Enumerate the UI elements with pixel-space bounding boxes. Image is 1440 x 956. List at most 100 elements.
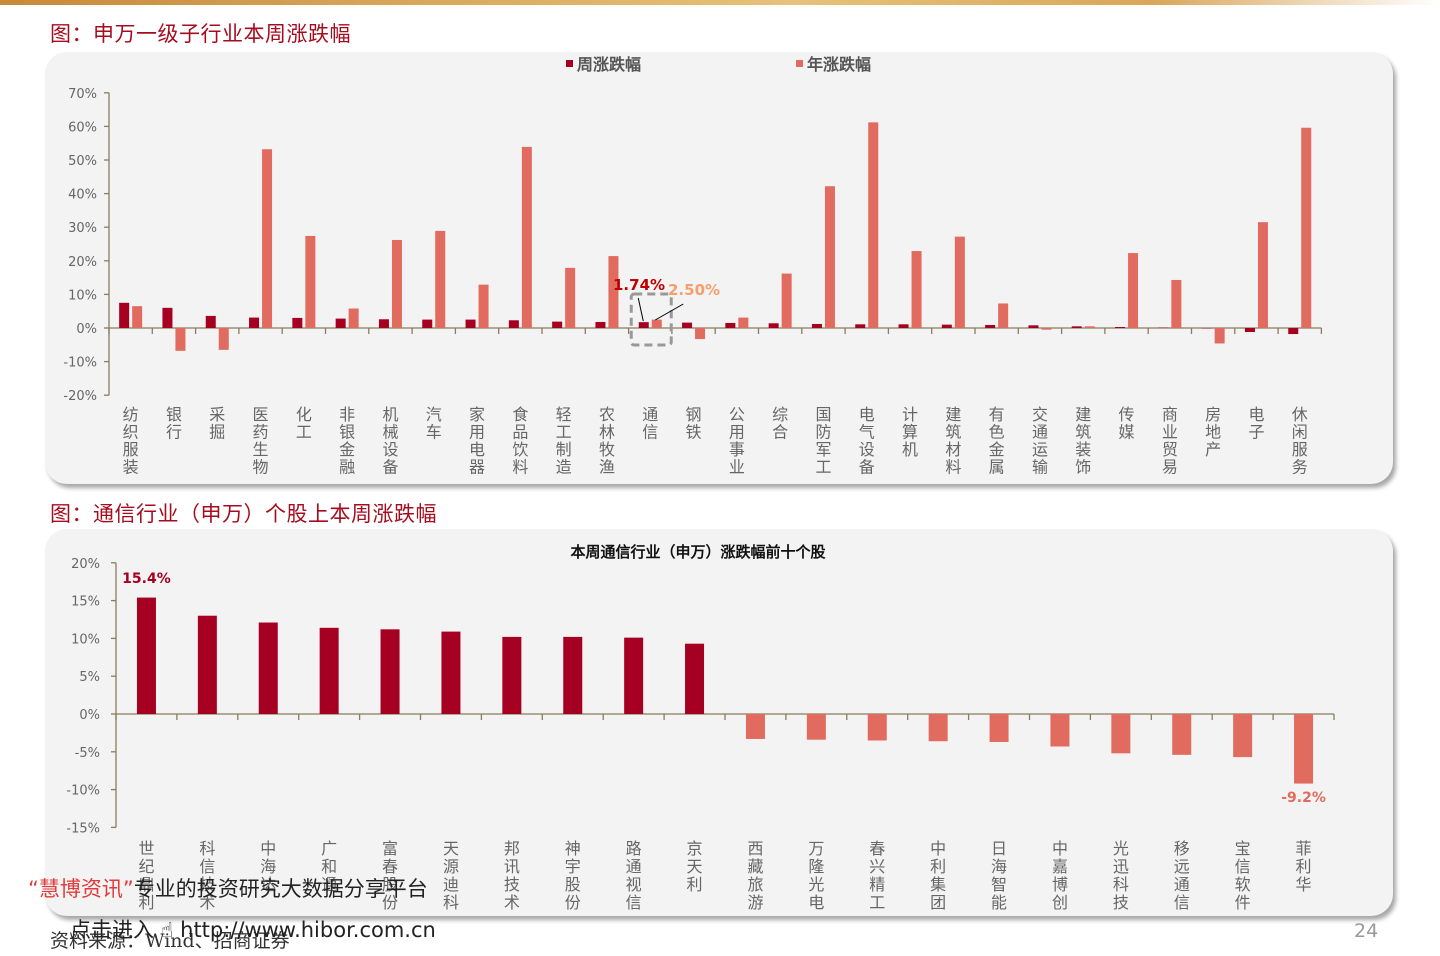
category-label-char: 科 [199,839,215,858]
category-label-char: 织 [123,423,139,442]
legend-label-yearly: 年涨跌幅 [807,55,871,74]
bar-yearly [565,267,576,328]
category-label-char: 色 [989,423,1005,442]
y-tick-label: 15% [71,595,100,610]
bar-stock-change [563,636,583,714]
category-label-char: 信 [1174,893,1190,912]
category-label-char: 电 [859,405,875,424]
bar-weekly [378,319,389,328]
annotation-yearly-value: 2.50% [668,281,720,299]
category-label-char: 运 [1032,440,1048,459]
y-tick-label: 10% [71,632,100,647]
category-label-char: 用 [729,423,745,442]
bar-weekly [768,323,779,328]
category-label-char: 能 [991,893,1007,912]
category-label-char: 备 [382,458,398,477]
category-label-char: 交 [1032,405,1048,424]
category-label-char: 输 [1032,458,1048,477]
category-label-char: 合 [772,423,788,442]
category-label-char: 轻 [556,405,572,424]
bar-stock-change [1050,714,1070,747]
category-label-char: 中 [260,839,276,858]
bar-stock-change [867,714,887,741]
bar-yearly [1128,253,1139,328]
category-label-char: 宇 [565,857,581,876]
y-tick-label: 20% [68,255,97,270]
category-label-char: 设 [859,440,875,459]
watermark-banner: “慧博资讯”专业的投资研究大数据分享平台 [28,873,428,903]
category-label-char: 休 [1292,405,1308,424]
bar-stock-change [928,714,948,742]
category-label-char: 中 [1052,839,1068,858]
category-label-char: 利 [687,875,703,894]
bar-stock-change [319,627,339,714]
category-label-char: 机 [382,405,398,424]
category-label-char: 术 [199,893,215,912]
bar-yearly [435,230,446,328]
category-label-char: 份 [382,893,398,912]
category-label-char: 广 [321,839,337,858]
category-label-char: 股 [382,875,398,894]
category-label-char: 电 [1248,405,1264,424]
page-number: 24 [1354,920,1379,942]
figure-2-title: 图：通信行业（申万）个股上本周涨跌幅 [50,502,437,526]
category-label-char: 通 [321,875,337,894]
category-label-char: 工 [296,423,312,442]
category-label-char: 房 [1205,405,1221,424]
y-tick-label: 10% [68,288,97,303]
bar-yearly [1257,222,1268,328]
category-label-char: 工 [869,893,885,912]
category-label-char: 筑 [1075,423,1091,442]
category-label-char: 春 [869,839,885,858]
category-label-char: 通 [642,405,658,424]
y-tick-label: 60% [68,120,97,135]
bar-yearly [521,146,532,328]
category-label-char: 科 [1113,875,1129,894]
bar-weekly [205,315,216,328]
category-label-char: 远 [1174,857,1190,876]
y-tick-label: 50% [68,154,97,169]
category-label-char: 建 [1075,405,1091,424]
category-label-char: 农 [599,405,615,424]
category-label-char: 宝 [1235,839,1251,858]
category-label-char: 光 [808,875,824,894]
category-label-char: 商 [1162,405,1178,424]
bar-yearly [1084,326,1095,328]
category-label-char: 属 [989,458,1005,477]
bar-yearly [1301,127,1312,328]
category-label-char: 林 [599,423,615,442]
category-label-char: 通 [1174,875,1190,894]
bar-weekly [985,324,996,328]
y-tick-label: -20% [63,389,97,404]
category-label-char: 海 [991,857,1007,876]
category-label-char: 器 [469,458,485,477]
category-label-char: 气 [859,423,875,442]
bar-weekly [725,322,736,328]
industry-weekly-change-chart: 70%60%50%40%30%20%10%0%-10%-20%纺织服装银行采掘医… [63,55,1323,477]
category-label-char: 有 [989,405,1005,424]
bar-weekly [638,322,649,328]
category-label-char: 和 [321,857,337,876]
category-label-char: 邦 [504,839,520,858]
category-label-char: 建 [945,405,961,424]
bar-stock-change [806,714,826,740]
bar-stock-change [197,615,217,714]
figure-1-title: 图：申万一级子行业本周涨跌幅 [50,22,351,46]
category-label-char: 国 [815,405,831,424]
watermark-quote-close: ” [122,877,134,901]
category-label-char: 媒 [1119,423,1135,442]
bar-yearly [1214,328,1225,344]
category-label-char: 造 [556,458,572,477]
category-label-char: 子 [1248,423,1264,442]
bar-yearly [348,308,359,328]
bar-stock-change [380,629,400,714]
watermark-link[interactable]: 点击进入 ☝ http://www.hibor.com.cn [70,918,436,942]
category-label-char: 物 [253,458,269,477]
category-label-char: 神 [565,839,581,858]
category-label-char: 融 [339,458,355,477]
bar-stock-change [1233,714,1253,758]
bar-yearly [1041,328,1052,330]
bar-yearly [262,149,273,328]
bar-yearly [954,236,965,328]
category-label-char: 业 [729,458,745,477]
